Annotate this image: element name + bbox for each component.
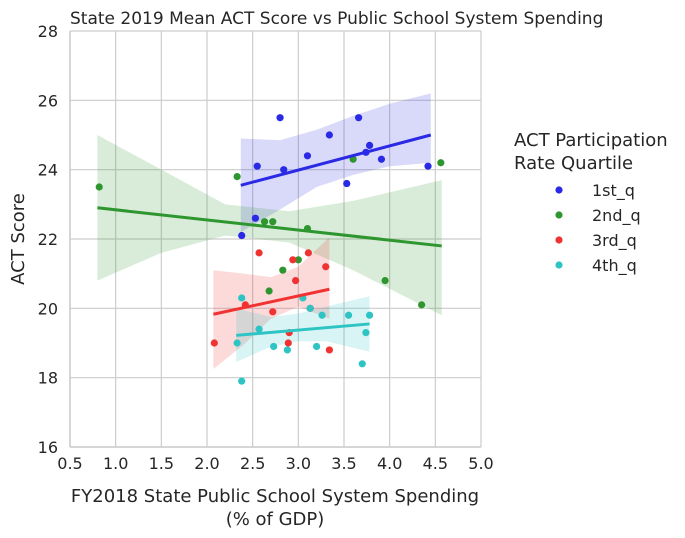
data-point-1st_q	[251, 214, 260, 222]
data-point-1st_q	[238, 231, 246, 240]
data-point-3rd_q	[284, 339, 292, 347]
data-point-1st_q	[253, 162, 261, 170]
data-point-1st_q	[280, 166, 288, 174]
regression-lines	[97, 133, 442, 337]
data-point-2nd_q	[418, 301, 426, 309]
legend: ACT Participation Rate Quartile 1st_q 2nd…	[514, 130, 668, 276]
x-tick-label: 1.5	[149, 454, 174, 473]
y-tick-label: 28	[38, 22, 58, 41]
data-point-2nd_q	[279, 266, 287, 274]
x-tick-label: 1.0	[103, 454, 128, 473]
data-point-3rd_q	[304, 249, 312, 257]
data-point-4th_q	[238, 294, 246, 302]
legend-items: 1st_q 2nd_q 3rd_q 4th_q	[555, 181, 641, 276]
data-point-1st_q	[303, 152, 312, 160]
legend-label-2nd_q: 2nd_q	[592, 206, 641, 226]
data-point-4th_q	[313, 342, 321, 351]
x-tick-label: 3.0	[286, 454, 311, 473]
data-point-4th_q	[318, 311, 326, 319]
y-tick-label: 18	[38, 369, 58, 388]
data-point-4th_q	[255, 325, 263, 333]
legend-marker-2nd_q	[555, 211, 563, 219]
data-point-2nd_q	[260, 218, 269, 226]
data-point-2nd_q	[381, 277, 389, 285]
data-point-2nd_q	[265, 287, 273, 295]
regression-line-2nd_q	[97, 206, 442, 248]
data-point-4th_q	[358, 360, 366, 368]
y-tick-label: 24	[38, 161, 58, 180]
data-point-2nd_q	[437, 159, 445, 167]
data-point-2nd_q	[294, 256, 302, 264]
confidence-band-2nd_q	[97, 135, 442, 316]
data-point-4th_q	[344, 311, 353, 319]
data-point-3rd_q	[322, 263, 330, 271]
data-point-3rd_q	[325, 346, 333, 354]
y-tick-label: 20	[38, 299, 58, 318]
x-tick-label: 4.0	[377, 454, 402, 473]
x-tick-label: 2.0	[194, 454, 219, 473]
legend-title-line-1: ACT Participation	[514, 130, 668, 151]
data-point-3rd_q	[289, 256, 297, 264]
data-point-1st_q	[343, 179, 351, 188]
legend-marker-4th_q	[555, 261, 563, 269]
data-point-1st_q	[276, 114, 284, 122]
data-point-1st_q	[355, 114, 363, 122]
chart-title: State 2019 Mean ACT Score vs Public Scho…	[70, 9, 603, 29]
legend-marker-3rd_q	[555, 236, 563, 244]
legend-label-4th_q: 4th_q	[592, 256, 637, 276]
data-point-4th_q	[283, 346, 291, 354]
data-point-4th_q	[238, 377, 246, 385]
x-tick-labels: 0.5 1.0 1.5 2.0 2.5 3.0 3.5 4.0 4.5 5.0	[57, 454, 493, 473]
x-tick-label: 3.5	[331, 454, 356, 473]
y-axis-title: ACT Score	[8, 193, 29, 285]
x-tick-label: 0.5	[57, 454, 82, 473]
data-point-2nd_q	[95, 183, 103, 191]
data-point-4th_q	[233, 339, 241, 347]
data-point-1st_q	[424, 162, 432, 170]
data-point-4th_q	[270, 342, 278, 351]
data-point-4th_q	[365, 311, 374, 319]
y-tick-label: 16	[38, 438, 58, 457]
x-tick-label: 4.5	[423, 454, 448, 473]
legend-label-1st_q: 1st_q	[592, 181, 635, 201]
regression-line-4th_q	[236, 322, 370, 337]
legend-title-line-2: Rate Quartile	[514, 153, 633, 174]
x-tick-label: 5.0	[468, 454, 493, 473]
data-point-1st_q	[325, 131, 333, 139]
data-point-1st_q	[365, 141, 374, 149]
data-point-3rd_q	[269, 308, 277, 316]
confidence-band-1st_q	[240, 93, 431, 233]
data-point-2nd_q	[269, 218, 277, 226]
data-point-3rd_q	[210, 339, 218, 347]
x-axis-title-line-2: (% of GDP)	[226, 509, 325, 530]
data-point-1st_q	[377, 155, 386, 163]
x-axis-title-line-1: FY2018 State Public School System Spendi…	[71, 486, 479, 507]
y-tick-labels: 16 18 20 22 24 26 28	[38, 22, 58, 457]
data-point-2nd_q	[233, 173, 241, 181]
y-tick-label: 22	[38, 230, 58, 249]
regression-line-1st_q	[240, 133, 432, 187]
legend-label-3rd_q: 3rd_q	[592, 231, 637, 251]
data-point-4th_q	[362, 329, 370, 337]
legend-marker-1st_q	[555, 186, 563, 194]
data-point-3rd_q	[291, 277, 300, 285]
x-tick-label: 2.5	[240, 454, 265, 473]
regression-line-3rd_q	[213, 287, 330, 316]
data-point-3rd_q	[255, 249, 263, 257]
y-tick-label: 26	[38, 91, 58, 110]
data-point-4th_q	[306, 304, 314, 312]
